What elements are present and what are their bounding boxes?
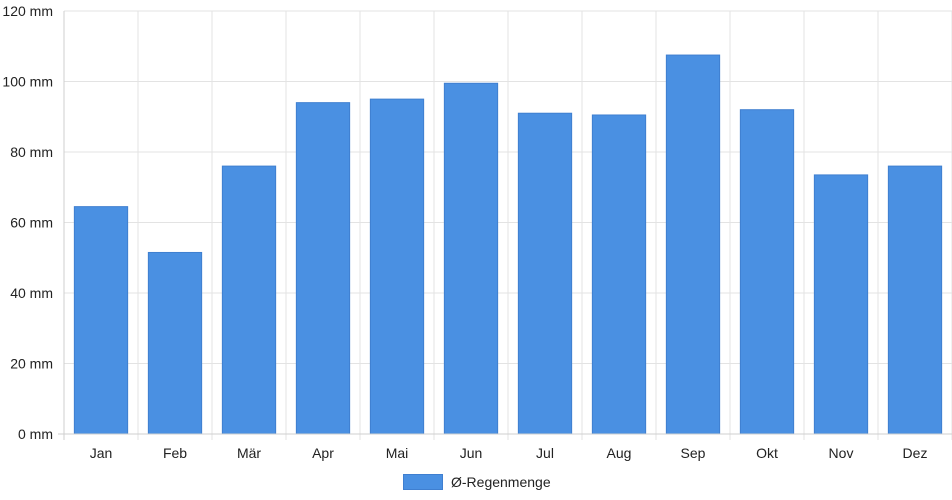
x-tick-label: Dez [903,445,928,461]
x-tick-label: Sep [681,445,706,461]
x-tick-label: Jun [460,445,483,461]
y-tick-label: 100 mm [2,74,53,90]
x-tick-label: Mai [386,445,409,461]
bar-feb[interactable] [147,251,203,435]
y-tick-label: 40 mm [10,285,53,301]
bar-jun[interactable] [443,82,499,435]
bar-dez[interactable] [887,165,943,435]
bar-jul[interactable] [517,112,573,435]
x-tick-label: Mär [237,445,261,461]
y-tick-label: 20 mm [10,356,53,372]
y-tick-label: 120 mm [2,3,53,19]
x-tick-label: Feb [163,445,187,461]
legend-swatch [403,474,443,490]
x-tick-label: Aug [607,445,632,461]
bar-okt[interactable] [739,109,795,435]
bar-aug[interactable] [591,114,647,435]
legend[interactable]: Ø-Regenmenge [403,472,551,492]
y-tick-label: 80 mm [10,144,53,160]
legend-label: Ø-Regenmenge [451,474,551,490]
axes [58,11,952,440]
bar-apr[interactable] [295,102,351,435]
bar-mai[interactable] [369,98,425,435]
bar-nov[interactable] [813,174,869,435]
bar-jan[interactable] [73,206,129,435]
bars [73,54,943,435]
x-tick-label: Apr [312,445,334,461]
grid-lines [64,10,952,440]
x-tick-label: Jan [90,445,113,461]
x-tick-label: Nov [829,445,854,461]
x-axis-tick-labels: Jan Feb Mär Apr Mai Jun Jul Aug Sep Okt Nov Dez [90,445,928,461]
y-axis-tick-labels: 0 mm 20 mm 40 mm 60 mm 80 mm 100 mm 120 mm [2,3,53,442]
x-tick-label: Okt [756,445,778,461]
y-tick-label: 60 mm [10,215,53,231]
y-tick-label: 0 mm [18,426,53,442]
x-tick-label: Jul [536,445,554,461]
bar-mär[interactable] [221,165,277,435]
bar-sep[interactable] [665,54,721,435]
